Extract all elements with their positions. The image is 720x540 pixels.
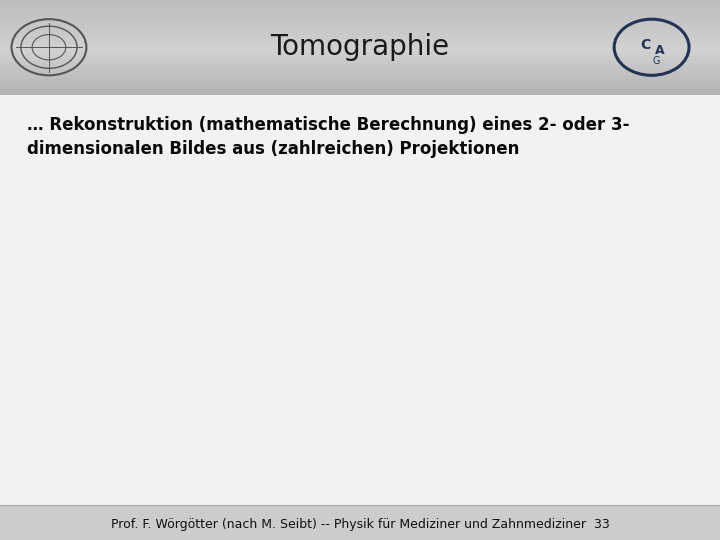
Text: C: C bbox=[641, 38, 651, 52]
Text: G: G bbox=[652, 56, 660, 66]
Text: … Rekonstruktion (mathematische Berechnung) eines 2- oder 3-
dimensionalen Bilde: … Rekonstruktion (mathematische Berechnu… bbox=[27, 116, 630, 158]
Text: A: A bbox=[655, 44, 665, 57]
Text: Tomographie: Tomographie bbox=[271, 33, 449, 61]
Text: Prof. F. Wörgötter (nach M. Seibt) -- Physik für Mediziner und Zahnmediziner  33: Prof. F. Wörgötter (nach M. Seibt) -- Ph… bbox=[111, 518, 609, 531]
Bar bbox=[0, 505, 720, 540]
Bar bbox=[0, 94, 720, 505]
